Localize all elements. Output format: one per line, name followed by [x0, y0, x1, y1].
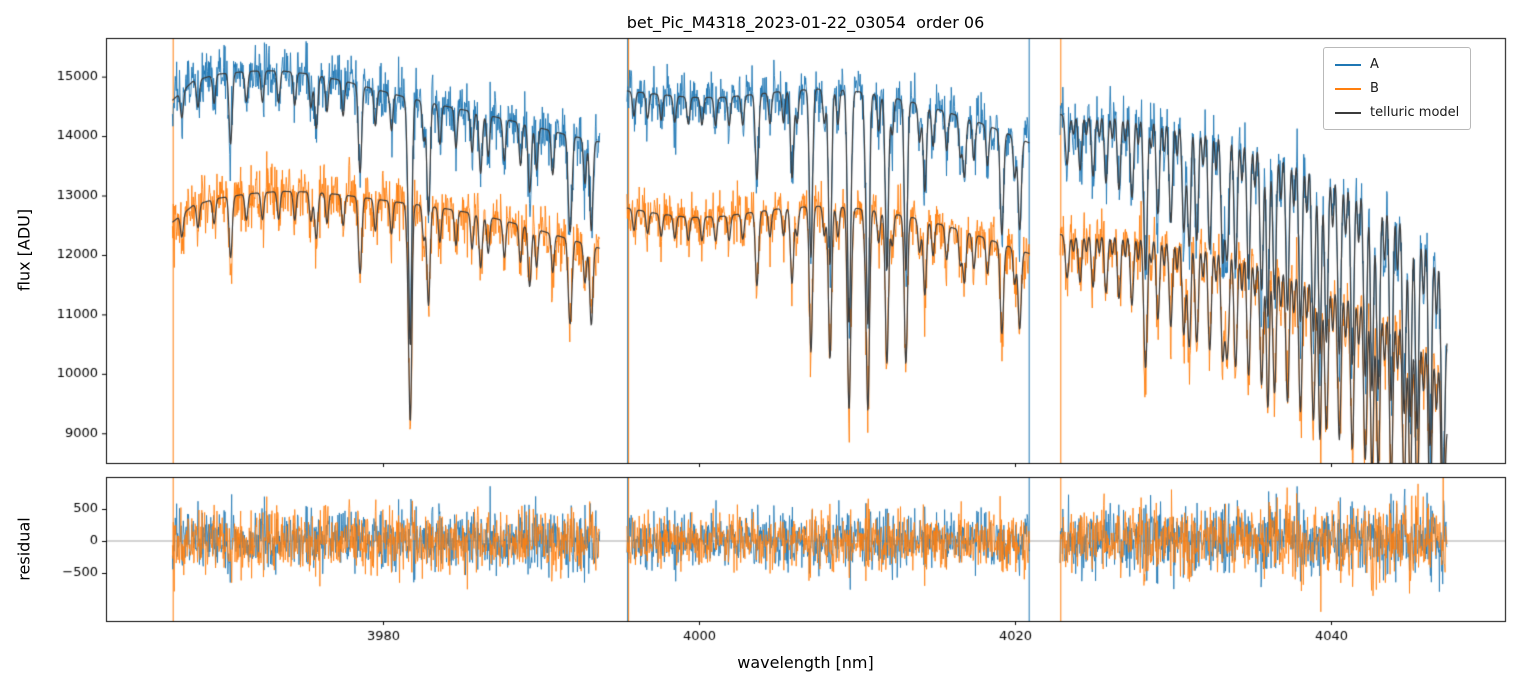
legend: A B telluric model [1323, 47, 1472, 130]
legend-entry-telluric-model: telluric model [1335, 105, 1459, 120]
telluric-model-line-swatch [1335, 111, 1361, 114]
legend-label: telluric model [1370, 105, 1460, 120]
x-axis-label: wavelength [nm] [737, 653, 874, 672]
residual-axis-label: residual [14, 517, 34, 581]
series-A-line-swatch [1335, 63, 1361, 66]
legend-label: A [1370, 57, 1379, 72]
figure-title: bet_Pic_M4318_2023-01-22_03054 order 06 [626, 13, 985, 32]
flux-axis-label: flux [ADU] [14, 208, 34, 292]
legend-label: B [1370, 81, 1379, 96]
legend-entry-B: B [1335, 81, 1459, 96]
series-B-line-swatch [1335, 87, 1361, 90]
legend-entry-A: A [1335, 57, 1459, 72]
